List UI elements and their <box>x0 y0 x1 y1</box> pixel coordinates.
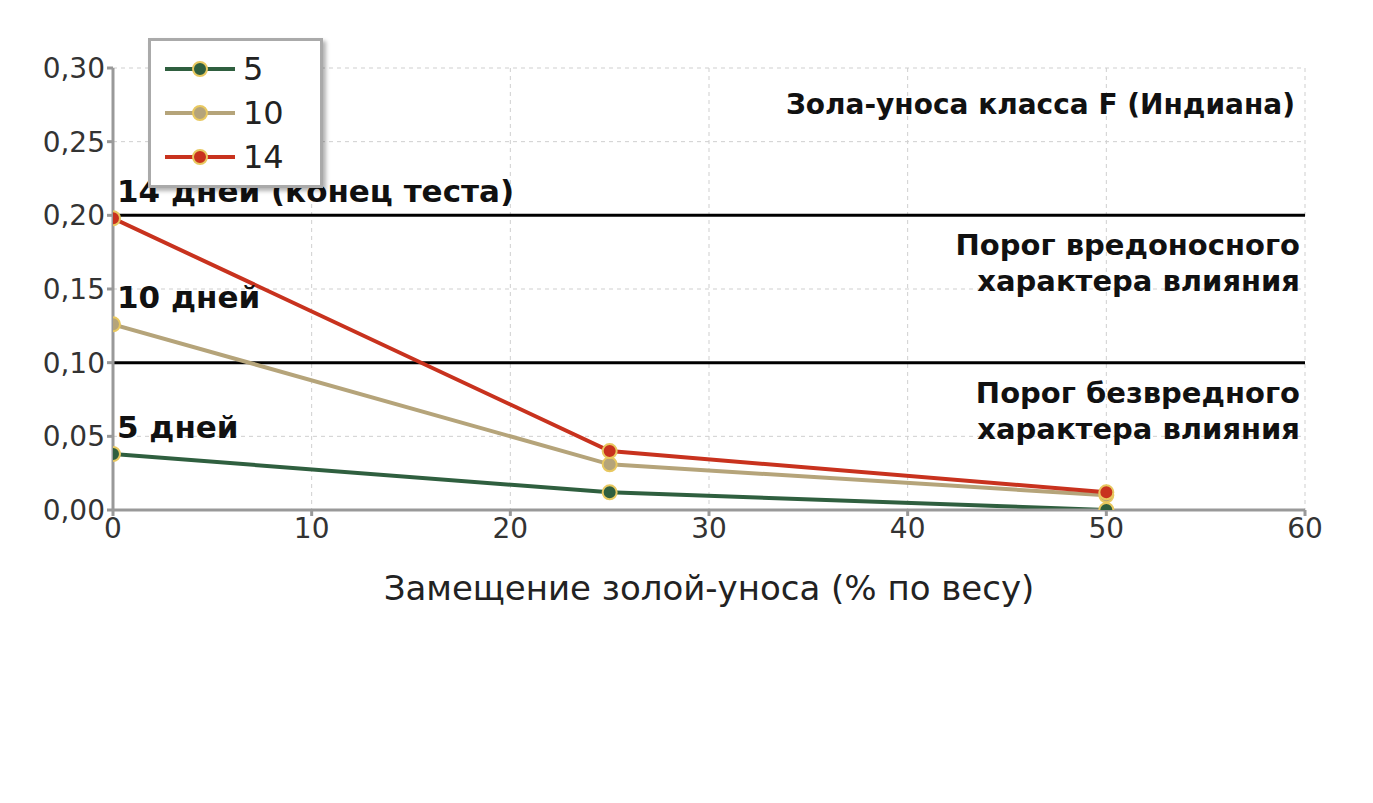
svg-text:0,15: 0,15 <box>43 273 105 306</box>
svg-text:Порог вредоносного: Порог вредоносного <box>956 228 1300 262</box>
svg-text:0,10: 0,10 <box>43 347 105 380</box>
svg-text:20: 20 <box>493 512 529 545</box>
svg-text:0,20: 0,20 <box>43 199 105 232</box>
svg-text:0: 0 <box>104 512 122 545</box>
svg-text:характера влияния: характера влияния <box>977 264 1300 298</box>
svg-text:Порог безвредного: Порог безвредного <box>976 376 1300 410</box>
svg-text:14 дней (конец теста): 14 дней (конец теста) <box>117 173 514 209</box>
svg-text:10 дней: 10 дней <box>117 279 260 315</box>
html-text:Зола-уноса класса F (Индиана): Зола-уноса класса F (Индиана) <box>785 88 1295 121</box>
svg-text:5 дней: 5 дней <box>117 409 239 445</box>
svg-text:50: 50 <box>1089 512 1125 545</box>
html-text:14: 14 <box>243 138 284 176</box>
svg-text:60: 60 <box>1287 512 1323 545</box>
svg-text:10: 10 <box>294 512 330 545</box>
svg-text:0,05: 0,05 <box>43 420 105 453</box>
svg-text:30: 30 <box>691 512 727 545</box>
svg-text:0,25: 0,25 <box>43 126 105 159</box>
svg-text:0,00: 0,00 <box>43 494 105 527</box>
svg-text:характера влияния: характера влияния <box>977 412 1300 446</box>
html-text:10: 10 <box>243 94 284 132</box>
svg-text:40: 40 <box>890 512 926 545</box>
svg-text:0,30: 0,30 <box>43 52 105 85</box>
svg-text:Замещение золой-уноса (% по ве: Замещение золой-уноса (% по весу) <box>384 568 1035 608</box>
html-text:5: 5 <box>243 50 264 88</box>
